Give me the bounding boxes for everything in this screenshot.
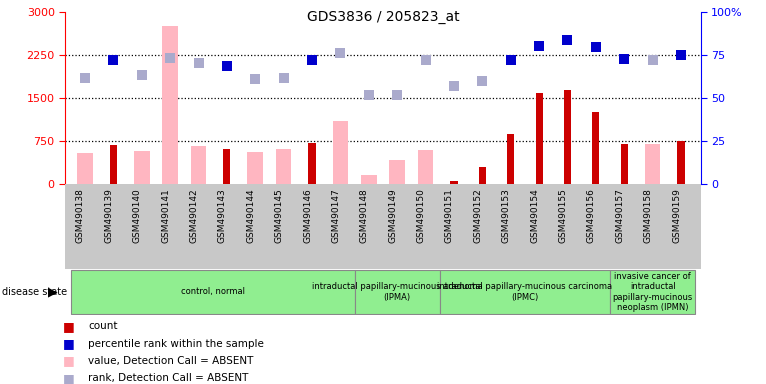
Bar [309,143,316,184]
Bar [361,174,377,184]
Text: count: count [88,321,118,331]
Bar [332,121,349,184]
Bar [535,93,542,184]
Text: GSM490153: GSM490153 [502,189,511,243]
Text: GSM490152: GSM490152 [473,189,483,243]
Bar [191,146,206,184]
FancyBboxPatch shape [355,270,440,314]
Text: GSM490148: GSM490148 [360,189,368,243]
Text: ▶: ▶ [47,285,57,298]
Bar [479,167,486,184]
Bar [77,153,93,184]
Bar [162,26,178,184]
Text: rank, Detection Call = ABSENT: rank, Detection Call = ABSENT [88,373,248,383]
Text: intraductal papillary-mucinous adenoma
(IPMA): intraductal papillary-mucinous adenoma (… [312,282,483,301]
Text: ■: ■ [63,372,75,384]
Text: GSM490141: GSM490141 [161,189,170,243]
Text: GSM490142: GSM490142 [189,189,198,243]
Text: GSM490140: GSM490140 [133,189,142,243]
FancyBboxPatch shape [70,270,355,314]
Bar [645,144,660,184]
Bar [677,141,685,184]
Text: GSM490155: GSM490155 [558,189,568,243]
FancyBboxPatch shape [440,270,610,314]
Text: invasive cancer of
intraductal
papillary-mucinous
neoplasm (IPMN): invasive cancer of intraductal papillary… [613,272,692,312]
Bar [247,152,263,184]
Text: control, normal: control, normal [181,287,244,296]
Text: GSM490145: GSM490145 [275,189,283,243]
Bar [620,144,628,184]
Text: GSM490138: GSM490138 [76,189,85,243]
Text: GSM490156: GSM490156 [587,189,596,243]
FancyBboxPatch shape [610,270,696,314]
Text: GSM490157: GSM490157 [615,189,624,243]
Text: GSM490151: GSM490151 [445,189,454,243]
Text: GSM490139: GSM490139 [104,189,113,243]
Text: GSM490158: GSM490158 [643,189,653,243]
Bar [417,150,434,184]
Text: percentile rank within the sample: percentile rank within the sample [88,339,264,349]
Text: GSM490150: GSM490150 [417,189,426,243]
Text: GSM490159: GSM490159 [672,189,681,243]
Text: GSM490146: GSM490146 [303,189,312,243]
Bar [507,134,514,184]
Text: GSM490147: GSM490147 [332,189,340,243]
Bar [389,160,405,184]
Bar [110,145,117,184]
Text: disease state: disease state [2,287,67,297]
Text: GSM490154: GSM490154 [530,189,539,243]
Bar [276,149,292,184]
Bar [450,182,457,184]
Bar [224,149,231,184]
Bar [564,90,571,184]
Text: ■: ■ [63,354,75,367]
Text: ■: ■ [63,320,75,333]
Text: ■: ■ [63,337,75,350]
Text: value, Detection Call = ABSENT: value, Detection Call = ABSENT [88,356,254,366]
Text: GSM490149: GSM490149 [388,189,398,243]
Bar [592,112,600,184]
Bar [134,151,149,184]
Text: intraductal papillary-mucinous carcinoma
(IPMC): intraductal papillary-mucinous carcinoma… [437,282,613,301]
Text: GSM490144: GSM490144 [247,189,255,243]
Text: GSM490143: GSM490143 [218,189,227,243]
Text: GDS3836 / 205823_at: GDS3836 / 205823_at [306,10,460,23]
